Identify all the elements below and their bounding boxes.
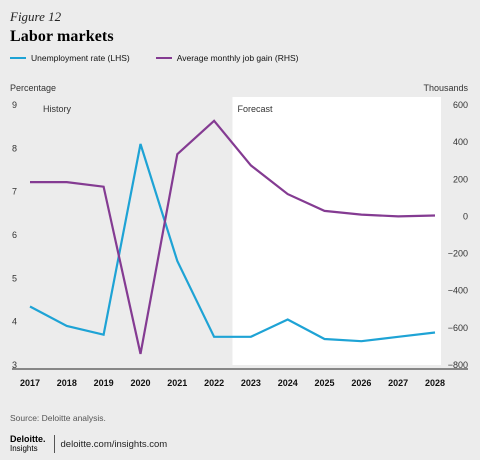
footer-url-link[interactable]: deloitte.com/insights.com <box>60 438 168 450</box>
x-tick-label: 2019 <box>94 378 114 388</box>
legend: Unemployment rate (LHS) Average monthly … <box>10 53 324 63</box>
series-line-unemployment <box>29 143 436 343</box>
legend-label-job-gain: Average monthly job gain (RHS) <box>176 53 299 63</box>
left-tick-label: 7 <box>12 187 17 197</box>
right-tick-label: 200 <box>453 174 468 184</box>
source-note: Source: Deloitte analysis. <box>10 413 106 423</box>
x-tick-label: 2027 <box>388 378 408 388</box>
left-axis-title: Percentage <box>10 83 56 93</box>
figure-label: Figure 12 <box>10 9 62 24</box>
footer: Deloitte. Insights deloitte.com/insights… <box>10 435 167 453</box>
right-axis-title: Thousands <box>423 83 468 93</box>
deloitte-logo: Deloitte. Insights <box>10 434 46 454</box>
footer-divider <box>53 435 55 453</box>
x-tick-label: 2022 <box>204 378 224 388</box>
x-tick-label: 2028 <box>425 378 445 388</box>
left-tick-label: 3 <box>12 360 17 370</box>
x-tick-label: 2018 <box>57 378 77 388</box>
region-label-forecast: Forecast <box>238 104 274 114</box>
x-tick-label: 2024 <box>278 378 298 388</box>
right-tick-label: −800 <box>448 360 468 370</box>
chart-svg: History Forecast Percentage Thousands 3 4 5 6 7 8… <box>10 83 468 388</box>
x-tick-label: 2026 <box>351 378 371 388</box>
right-tick-label: 400 <box>453 137 468 147</box>
x-tick-label: 2023 <box>241 378 261 388</box>
left-tick-label: 9 <box>12 100 17 110</box>
left-tick-label: 8 <box>12 143 17 153</box>
logo-sub-text: Insights <box>10 444 38 453</box>
region-label-history: History <box>43 104 72 114</box>
left-tick-label: 6 <box>12 230 17 240</box>
legend-swatch-unemployment <box>10 57 26 59</box>
x-tick-label: 2017 <box>20 378 40 388</box>
right-tick-label: −600 <box>448 323 468 333</box>
forecast-region <box>232 97 441 365</box>
legend-swatch-job-gain <box>155 57 172 59</box>
logo-main-text: Deloitte. <box>10 434 46 444</box>
x-tick-label: 2025 <box>315 378 335 388</box>
x-tick-label: 2020 <box>130 378 150 388</box>
chart-title: Labor markets <box>10 28 114 45</box>
left-tick-label: 4 <box>12 317 17 327</box>
legend-item-job-gain: Average monthly job gain (RHS) <box>155 53 299 63</box>
right-tick-label: −400 <box>448 286 468 296</box>
legend-label-unemployment: Unemployment rate (LHS) <box>31 53 130 63</box>
left-tick-label: 5 <box>12 273 17 283</box>
right-tick-label: −200 <box>448 249 468 259</box>
right-tick-label: 600 <box>453 100 468 110</box>
x-tick-label: 2021 <box>167 378 187 388</box>
right-tick-label: 0 <box>463 211 468 221</box>
series-line-job-gain <box>30 119 436 355</box>
legend-item-unemployment: Unemployment rate (LHS) <box>10 53 130 63</box>
